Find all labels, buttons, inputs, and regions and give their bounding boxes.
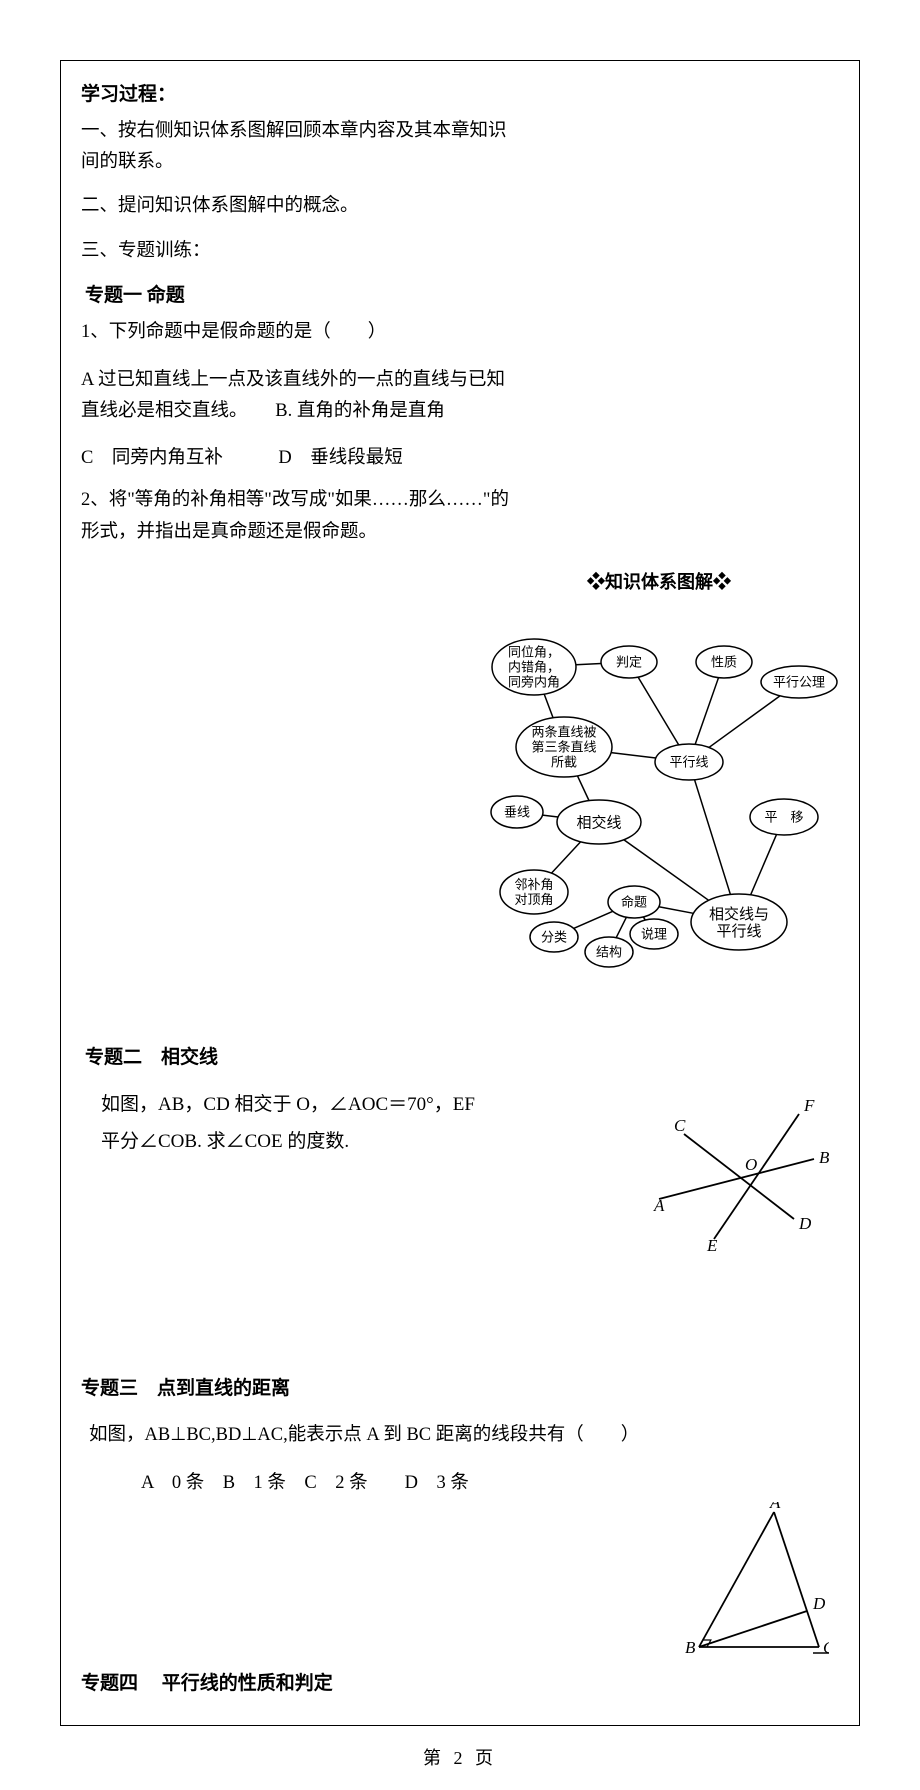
svg-text:结构: 结构 [596, 945, 622, 960]
svg-text:D: D [798, 1214, 812, 1233]
svg-text:B: B [685, 1638, 696, 1657]
svg-text:E: E [706, 1236, 718, 1255]
knowledge-map-title-wrap: ❖知识体系图解❖ [479, 568, 839, 594]
page-number: 第 2 页 [60, 1744, 860, 1770]
svg-text:相交线与: 相交线与 [709, 905, 769, 923]
topic2-stem-l1: 如图，AB，CD 相交于 O，∠AOC＝70°，EF [101, 1089, 601, 1121]
topic1-q2: 2、将"等角的补角相等"改写成"如果……那么……"的形式，并指出是真命题还是假命… [81, 485, 511, 548]
topic4-title: 专题四 平行线的性质和判定 [81, 1668, 839, 1695]
svg-text:A: A [653, 1196, 665, 1215]
knowledge-map-title: 知识体系图解 [605, 572, 713, 592]
svg-text:邻补角: 邻补角 [514, 877, 553, 892]
svg-text:同位角，: 同位角， [508, 645, 560, 660]
intro-p3: 三、专题训练： [81, 236, 511, 267]
svg-text:O: O [745, 1155, 757, 1174]
svg-text:平 移: 平 移 [764, 810, 803, 825]
intro-p1: 一、按右侧知识体系图解回顾本章内容及其本章知识间的联系。 [81, 116, 511, 177]
svg-text:平行线: 平行线 [669, 755, 708, 770]
topic2-figure: A B C D E F O [629, 1089, 829, 1259]
title-deco-right-icon: ❖ [713, 572, 731, 592]
svg-text:第三条直线: 第三条直线 [531, 740, 596, 755]
svg-text:A: A [769, 1502, 781, 1512]
svg-text:垂线: 垂线 [504, 805, 530, 820]
svg-text:分类: 分类 [541, 930, 567, 945]
svg-text:对顶角: 对顶角 [514, 892, 553, 907]
svg-text:平行线: 平行线 [716, 923, 761, 940]
svg-text:两条直线被: 两条直线被 [531, 725, 596, 740]
svg-text:相交线: 相交线 [576, 814, 621, 832]
topic3-stem: 如图，AB⊥BC,BD⊥AC,能表示点 A 到 BC 距离的线段共有（ ） [89, 1420, 681, 1451]
knowledge-map-diagram: 相交线与平行线命题分类结构说理相交线垂线邻补角对顶角两条直线被第三条直线所截同位… [479, 602, 839, 972]
svg-text:F: F [803, 1096, 815, 1115]
svg-text:B: B [819, 1148, 829, 1167]
topic1-q1-ab: A 过已知直线上一点及该直线外的一点的直线与已知直线必是相交直线。 B. 直角的… [81, 365, 511, 428]
topic3-opts: A 0 条 B 1 条 C 2 条 D 3 条 [141, 1468, 681, 1494]
topic1-q1-cd: C 同旁内角互补 D 垂线段最短 [81, 443, 511, 469]
learning-process-heading: 学习过程： [81, 79, 511, 106]
svg-text:C: C [823, 1638, 829, 1657]
title-deco-left-icon: ❖ [587, 572, 605, 592]
svg-text:命题: 命题 [621, 895, 647, 910]
svg-text:C: C [674, 1116, 686, 1135]
svg-text:性质: 性质 [711, 655, 737, 670]
svg-text:判定: 判定 [616, 655, 642, 670]
topic2-title: 专题二 相交线 [85, 1042, 839, 1069]
svg-text:同旁内角: 同旁内角 [508, 675, 560, 690]
svg-text:说理: 说理 [641, 927, 667, 942]
topic3-title: 专题三 点到直线的距离 [81, 1373, 681, 1400]
svg-text:D: D [812, 1594, 826, 1613]
topic1-q1-stem: 1、下列命题中是假命题的是（ ） [81, 317, 511, 348]
svg-text:内错角，: 内错角， [508, 660, 560, 675]
topic3-figure: A B C D [679, 1502, 829, 1662]
intro-p2: 二、提问知识体系图解中的概念。 [81, 191, 511, 222]
svg-text:平行公理: 平行公理 [773, 675, 825, 690]
topic1-title: 专题一 命题 [85, 280, 511, 307]
svg-text:所截: 所截 [551, 755, 577, 770]
topic2-stem-l2: 平分∠COB. 求∠COE 的度数. [101, 1126, 601, 1158]
